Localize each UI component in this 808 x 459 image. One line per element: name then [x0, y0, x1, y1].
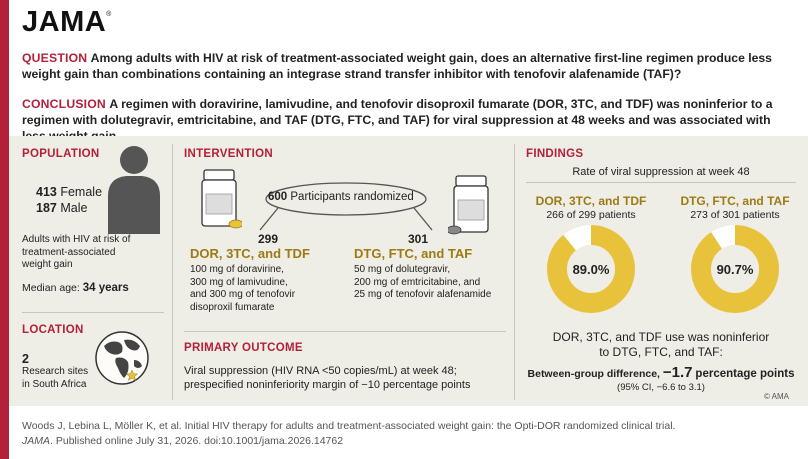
question-text: Among adults with HIV at risk of treatme…: [22, 51, 772, 81]
pill-bottle-right-icon: [448, 175, 489, 235]
male-count: 187: [36, 201, 57, 215]
population-counts: 413 Female 187 Male: [36, 184, 102, 216]
divider-findings: [514, 144, 515, 400]
location-heading: LOCATION: [22, 324, 84, 336]
female-label: Female: [60, 185, 103, 199]
randomized-count: 600: [268, 191, 288, 203]
finding-arm1-name: DOR, 3TC, and TDF: [535, 194, 647, 208]
donut-arm2-label: 90.7%: [717, 262, 754, 277]
arm1-details: 100 mg of doravirine, 300 mg of lamivudi…: [190, 264, 295, 314]
person-icon: [108, 146, 160, 234]
citation-line2: JAMA. Published online July 31, 2026. do…: [22, 434, 802, 449]
difference-value: −1.7: [662, 364, 693, 381]
arm2-details: 50 mg of dolutegravir, 200 mg of emtrici…: [354, 264, 491, 302]
arm2-detail-line: 25 mg of tenofovir alafenamide: [354, 289, 492, 300]
divider-outcome: [184, 331, 506, 332]
divider-location: [22, 312, 164, 313]
arm2-detail-line: 50 mg of dolutegravir,: [354, 264, 451, 275]
donut-arm2-fill: [691, 225, 779, 313]
copyright: © AMA: [764, 392, 790, 401]
donut-chart-arm2: 90.7%: [691, 225, 779, 313]
question-label: QUESTION: [22, 51, 88, 65]
population-heading: POPULATION: [22, 148, 100, 160]
citation-details: . Published online July 31, 2026. doi:10…: [50, 435, 344, 447]
registered-mark: ®: [106, 11, 112, 18]
difference-label: Between-group difference,: [527, 368, 660, 380]
findings-heading: FINDINGS: [526, 148, 584, 160]
arm1-detail-line: disoproxil fumarate: [190, 301, 275, 313]
divider-population: [172, 144, 173, 400]
citation-line1: Woods J, Lebina L, Möller K, et al. Init…: [22, 420, 676, 432]
accent-bar: [0, 0, 9, 459]
randomized-text: 600 Participants randomized: [268, 191, 414, 203]
findings-conclusion-line: to DTG, FTC, and TAF:: [599, 345, 723, 359]
primary-outcome-heading: PRIMARY OUTCOME: [184, 342, 303, 354]
finding-arm2-name: DTG, FTC, and TAF: [680, 194, 790, 208]
donut-chart-arm1: 89.0%: [547, 225, 635, 313]
conclusion-label: CONCLUSION: [22, 97, 106, 111]
donut-arm1-label: 89.0%: [573, 262, 610, 277]
between-group-difference: Between-group difference, −1.7 percentag…: [514, 364, 808, 381]
median-age-label: Median age:: [22, 282, 80, 294]
randomization-connector: [259, 182, 433, 231]
findings-conclusion: DOR, 3TC, and TDF use was noninferior to…: [514, 330, 808, 360]
finding-arm1-patients: 266 of 299 patients: [546, 209, 636, 221]
randomized-label: Participants randomized: [290, 191, 414, 203]
citation-journal: JAMA: [22, 435, 51, 447]
confidence-interval: (95% CI, −6.6 to 3.1): [617, 382, 705, 393]
intervention-heading: INTERVENTION: [184, 148, 274, 160]
arm1-name: DOR, 3TC, and TDF: [190, 246, 310, 261]
arm1-detail-line: 100 mg of doravirine,: [190, 264, 284, 275]
median-age: Median age: 34 years: [22, 282, 129, 295]
findings-subtitle: Rate of viral suppression at week 48: [572, 166, 750, 178]
arm2-count: 301: [408, 232, 429, 246]
findings-conclusion-line: DOR, 3TC, and TDF use was noninferior: [552, 330, 770, 344]
population-description: Adults with HIV at risk of treatment-ass…: [22, 234, 131, 270]
median-age-value: 34 years: [82, 282, 129, 294]
male-label: Male: [60, 201, 88, 215]
primary-outcome-line: Viral suppression (HIV RNA <50 copies/mL…: [184, 365, 457, 377]
finding-arm2-patients: 273 of 301 patients: [690, 209, 780, 221]
primary-outcome-line: prespecified noninferiority margin of −1…: [184, 379, 471, 391]
arm1-detail-line: and 300 mg of tenofovir: [190, 289, 296, 300]
journal-logo: JAMA®: [22, 6, 112, 38]
question-block: QUESTION Among adults with HIV at risk o…: [22, 50, 797, 82]
findings-subtitle-rule: [526, 182, 796, 183]
arm1-detail-line: 300 mg of lamivudine,: [190, 276, 288, 288]
pill-bottle-left-icon: [201, 169, 242, 229]
difference-unit: percentage points: [695, 368, 795, 380]
location-count: 2: [22, 352, 29, 366]
arm1-count: 299: [258, 232, 279, 246]
arm2-name: DTG, FTC, and TAF: [354, 246, 473, 261]
primary-outcome-text: Viral suppression (HIV RNA <50 copies/mL…: [184, 364, 470, 392]
globe-icon: [95, 331, 149, 385]
donut-arm1-fill: [547, 225, 635, 313]
arm2-detail-line: 200 mg of emtricitabine, and: [354, 276, 481, 288]
female-count: 413: [36, 185, 57, 199]
location-description: Research sites in South Africa: [22, 366, 89, 390]
citation: Woods J, Lebina L, Möller K, et al. Init…: [22, 419, 802, 449]
